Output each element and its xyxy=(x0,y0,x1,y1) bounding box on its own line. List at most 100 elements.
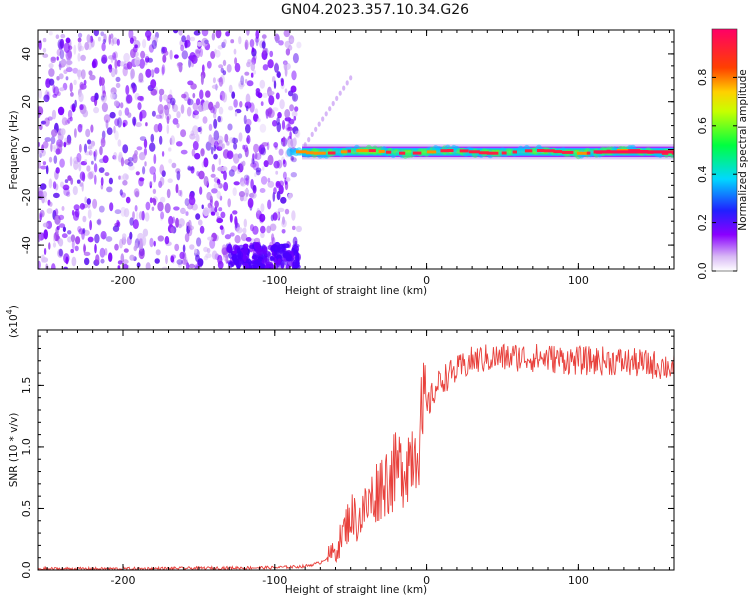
noise-speck xyxy=(185,211,189,216)
noise-speck xyxy=(195,133,200,143)
noise-speck xyxy=(197,258,204,267)
noise-speck xyxy=(175,217,180,228)
noise-speck xyxy=(101,95,105,101)
noise-speck xyxy=(127,161,134,167)
noise-speck xyxy=(40,183,47,190)
noise-speck xyxy=(151,39,157,50)
noise-speck xyxy=(265,109,269,119)
noise-speck xyxy=(171,162,177,169)
noise-speck xyxy=(236,264,241,269)
noise-speck xyxy=(252,184,257,194)
noise-speck xyxy=(100,93,107,103)
noise-speck xyxy=(48,178,53,189)
noise-speck xyxy=(117,265,121,269)
noise-speck xyxy=(285,264,291,269)
noise-speck xyxy=(71,256,77,267)
noise-speck xyxy=(145,201,151,211)
noise-speck xyxy=(99,77,105,86)
noise-speck xyxy=(50,57,56,63)
noise-speck xyxy=(213,153,218,160)
noise-speck xyxy=(218,64,224,69)
noise-speck xyxy=(140,109,147,119)
noise-speck xyxy=(192,92,196,99)
noise-speck xyxy=(139,58,146,69)
noise-speck xyxy=(176,111,181,119)
noise-speck xyxy=(129,37,134,44)
noise-speck xyxy=(274,63,279,73)
noise-speck xyxy=(45,220,53,230)
noise-speck xyxy=(100,138,106,148)
noise-speck xyxy=(198,219,203,226)
noise-speck xyxy=(199,225,205,234)
noise-speck xyxy=(243,174,250,181)
noise-speck xyxy=(278,40,284,46)
colorbar-tick-label: 0.0 xyxy=(696,262,709,280)
noise-speck xyxy=(164,236,170,245)
noise-speck xyxy=(262,47,268,55)
signal-core xyxy=(486,151,499,155)
signal-core xyxy=(586,151,591,155)
noise-speck xyxy=(234,57,238,65)
noise-speck xyxy=(280,78,284,87)
noise-speck xyxy=(101,84,106,95)
noise-speck xyxy=(223,181,229,192)
noise-speck xyxy=(214,200,219,208)
noise-speck xyxy=(57,39,64,50)
noise-speck xyxy=(62,184,70,191)
noise-speck xyxy=(252,263,259,269)
noise-speck xyxy=(166,124,170,134)
signal-wisp xyxy=(331,100,335,107)
noise-speck xyxy=(238,191,246,198)
noise-speck xyxy=(290,85,297,93)
noise-speck xyxy=(64,179,69,184)
noise-speck xyxy=(154,67,160,74)
noise-speck xyxy=(163,94,168,101)
noise-speck xyxy=(287,138,294,149)
noise-speck xyxy=(48,63,54,69)
noise-speck xyxy=(58,223,66,228)
noise-speck xyxy=(42,222,49,228)
noise-speck xyxy=(83,243,86,254)
signal-wisp xyxy=(307,137,311,143)
noise-speck xyxy=(63,266,68,269)
noise-speck xyxy=(60,128,66,136)
signal-wisp xyxy=(317,121,321,127)
noise-speck xyxy=(189,36,196,42)
noise-speck xyxy=(203,255,209,261)
noise-speck xyxy=(211,32,216,41)
y-tick-label: 0 xyxy=(20,146,33,153)
noise-speck xyxy=(233,99,238,108)
noise-speck xyxy=(275,92,280,100)
noise-speck xyxy=(254,152,262,161)
noise-speck xyxy=(205,90,211,98)
noise-speck xyxy=(227,261,234,268)
signal-core xyxy=(561,150,574,154)
noise-speck xyxy=(253,143,260,153)
noise-speck xyxy=(192,125,199,136)
noise-speck xyxy=(187,227,193,237)
noise-speck xyxy=(223,170,227,181)
noise-speck xyxy=(73,44,77,55)
noise-speck xyxy=(38,89,42,99)
noise-speck xyxy=(245,237,252,242)
noise-speck xyxy=(38,39,42,51)
noise-speck xyxy=(116,38,120,46)
noise-speck xyxy=(54,208,59,216)
noise-speck xyxy=(102,38,107,44)
noise-speck xyxy=(162,54,167,63)
noise-speck xyxy=(232,153,240,164)
noise-speck xyxy=(135,171,140,176)
noise-speck xyxy=(122,122,126,128)
noise-speck xyxy=(122,66,128,77)
noise-speck xyxy=(244,177,249,185)
signal-core xyxy=(459,149,469,153)
noise-speck xyxy=(243,114,247,125)
noise-speck xyxy=(288,118,295,125)
noise-speck xyxy=(272,107,279,112)
noise-speck xyxy=(48,68,55,77)
noise-speck xyxy=(169,49,173,60)
noise-speck xyxy=(285,123,292,132)
noise-speck xyxy=(291,157,297,163)
noise-speck xyxy=(83,251,91,256)
noise-speck xyxy=(48,156,53,163)
